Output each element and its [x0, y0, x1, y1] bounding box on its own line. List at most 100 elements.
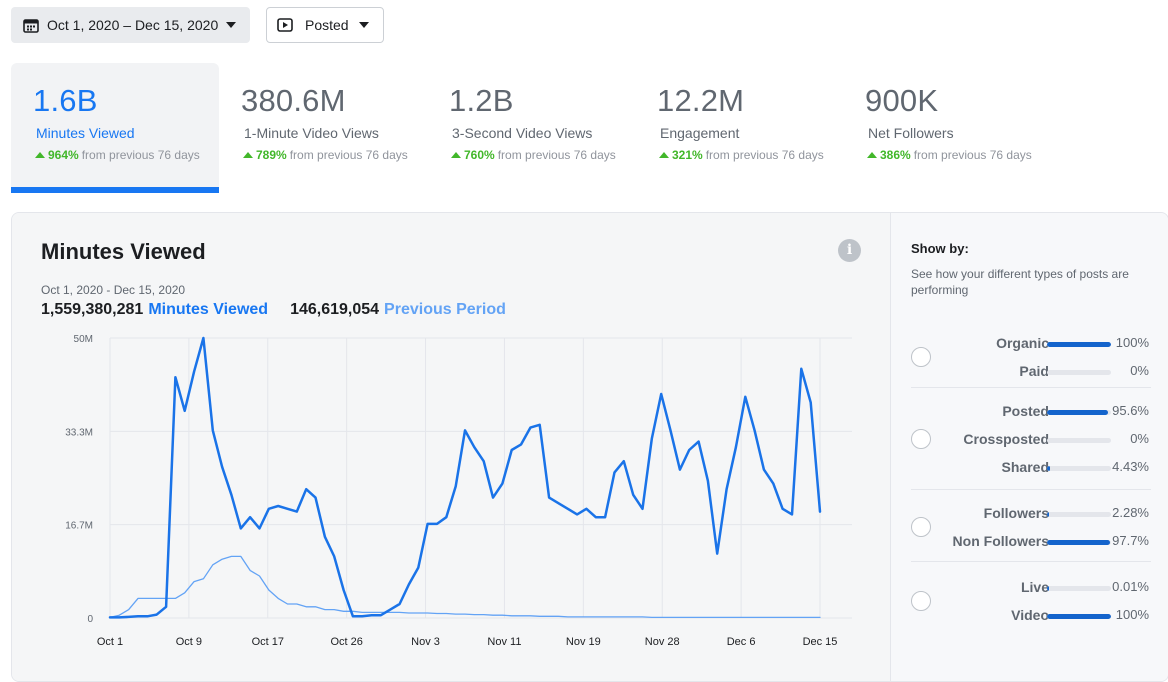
metric-change-percent: 964% [48, 148, 79, 162]
show-by-bar [1047, 410, 1111, 415]
metric-change-text: from previous 76 days [81, 148, 200, 162]
show-by-label: Posted [1002, 403, 1049, 419]
post-type-label: Posted [305, 17, 349, 33]
caret-down-icon [359, 22, 369, 28]
show-by-bar [1047, 540, 1111, 545]
series-line-current[interactable] [108, 336, 822, 619]
total-value: 1,559,380,281 [41, 301, 144, 318]
metric-change: 789% from previous 76 days [243, 148, 408, 162]
info-icon[interactable]: i [838, 239, 861, 262]
date-range-picker[interactable]: Oct 1, 2020 – Dec 15, 2020 [11, 7, 250, 43]
previous-value: 146,619,054 [290, 301, 380, 318]
show-by-percent: 2.28% [1112, 505, 1149, 520]
show-by-divider [911, 387, 1151, 388]
show-by-label: Non Followers [952, 533, 1049, 549]
x-tick-label: Oct 1 [97, 636, 123, 648]
show-by-percent: 100% [1115, 607, 1149, 622]
metric-change: 964% from previous 76 days [35, 148, 200, 162]
arrow-up-icon [659, 152, 669, 158]
show-by-row: Organic 100% [911, 333, 1151, 353]
show-by-percent: 0% [1130, 363, 1149, 378]
x-tick-label: Dec 6 [727, 636, 756, 648]
show-by-bar-fill [1047, 466, 1050, 471]
show-by-bar [1047, 370, 1111, 375]
show-by-percent: 0.01% [1112, 579, 1149, 594]
show-by-bar [1047, 438, 1111, 443]
metric-card[interactable]: 1.6B Minutes Viewed 964% from previous 76 d… [11, 63, 219, 193]
show-by-bar-fill [1047, 342, 1111, 347]
show-by-divider [911, 489, 1151, 490]
arrow-up-icon [243, 152, 253, 158]
show-by-radio[interactable] [911, 429, 931, 449]
metric-value: 380.6M [241, 83, 346, 118]
metric-change: 760% from previous 76 days [451, 148, 616, 162]
minutes-viewed-panel: Minutes Viewed i Oct 1, 2020 - Dec 15, 2… [11, 212, 1168, 682]
caret-down-icon [226, 22, 236, 28]
metric-change-percent: 321% [672, 148, 703, 162]
show-by-row: Shared 4.43% [911, 457, 1151, 477]
metric-value: 900K [865, 83, 939, 118]
show-by-radio[interactable] [911, 517, 931, 537]
show-by-radio[interactable] [911, 591, 931, 611]
metric-change-percent: 789% [256, 148, 287, 162]
show-by-title: Show by: [911, 241, 969, 256]
show-by-row: Crossposted 0% [911, 429, 1151, 449]
show-by-divider [911, 561, 1151, 562]
metric-change-text: from previous 76 days [497, 148, 616, 162]
metric-card[interactable]: 900K Net Followers 386% from previous 76 da… [843, 63, 1051, 193]
show-by-bar [1047, 586, 1111, 591]
show-by-percent: 95.6% [1112, 403, 1149, 418]
metric-value: 12.2M [657, 83, 745, 118]
metric-card[interactable]: 12.2M Engagement 321% from previous 76 days [635, 63, 843, 193]
x-tick-label: Nov 28 [645, 636, 680, 648]
metric-change-text: from previous 76 days [289, 148, 408, 162]
show-by-bar [1047, 466, 1111, 471]
date-range-label: Oct 1, 2020 – Dec 15, 2020 [47, 17, 219, 33]
show-by-label: Video [1011, 607, 1049, 623]
chart-totals: 1,559,380,281 Minutes Viewed 146,619,054 Pr… [41, 301, 506, 319]
post-type-filter[interactable]: Posted [266, 7, 384, 43]
x-tick-label: Dec 15 [803, 636, 838, 648]
metric-change-percent: 386% [880, 148, 911, 162]
show-by-percent: 97.7% [1112, 533, 1149, 548]
metric-label: Minutes Viewed [36, 125, 135, 141]
show-by-percent: 100% [1115, 335, 1149, 350]
show-by-bar-fill [1047, 512, 1049, 517]
show-by-label: Followers [983, 505, 1049, 521]
metric-change: 386% from previous 76 days [867, 148, 1032, 162]
minutes-viewed-chart[interactable]: 0 16.7M 33.3M 50M Oct 1 Oct 9 Oct 17 Oct 26 Nov … [12, 213, 890, 673]
show-by-row: Live 0.01% [911, 577, 1151, 597]
calendar-icon [23, 18, 39, 33]
metric-label: 1-Minute Video Views [244, 125, 379, 141]
x-tick-label: Oct 17 [252, 636, 284, 648]
total-label[interactable]: Minutes Viewed [148, 301, 269, 318]
show-by-row: Posted 95.6% [911, 401, 1151, 421]
metric-change-percent: 760% [464, 148, 495, 162]
show-by-percent: 4.43% [1112, 459, 1149, 474]
metric-card[interactable]: 1.2B 3-Second Video Views 760% from previou… [427, 63, 635, 193]
chart-date-range: Oct 1, 2020 - Dec 15, 2020 [41, 283, 186, 297]
show-by-label: Paid [1019, 363, 1049, 379]
chart-area: Minutes Viewed i Oct 1, 2020 - Dec 15, 2… [12, 213, 890, 681]
previous-label[interactable]: Previous Period [384, 301, 506, 318]
metric-card[interactable]: 380.6M 1-Minute Video Views 789% from previ… [219, 63, 427, 193]
metric-change-text: from previous 76 days [913, 148, 1032, 162]
show-by-label: Shared [1001, 459, 1049, 475]
show-by-bar-fill [1047, 410, 1109, 415]
show-by-description: See how your different types of posts ar… [911, 267, 1129, 297]
show-by-radio[interactable] [911, 347, 931, 367]
series-line-previous[interactable] [109, 555, 821, 619]
y-tick-label: 16.7M [65, 521, 93, 532]
arrow-up-icon [451, 152, 461, 158]
x-tick-label: Oct 26 [330, 636, 362, 648]
show-by-percent: 0% [1130, 431, 1149, 446]
chart-title: Minutes Viewed [41, 239, 206, 264]
metric-value: 1.2B [449, 83, 514, 118]
show-by-label: Live [1020, 579, 1049, 595]
show-by-bar-fill [1047, 614, 1111, 619]
show-by-label: Organic [996, 335, 1049, 351]
y-tick-label: 33.3M [65, 427, 93, 438]
metric-value: 1.6B [33, 83, 98, 118]
metric-change: 321% from previous 76 days [659, 148, 824, 162]
x-tick-label: Nov 3 [411, 636, 440, 648]
